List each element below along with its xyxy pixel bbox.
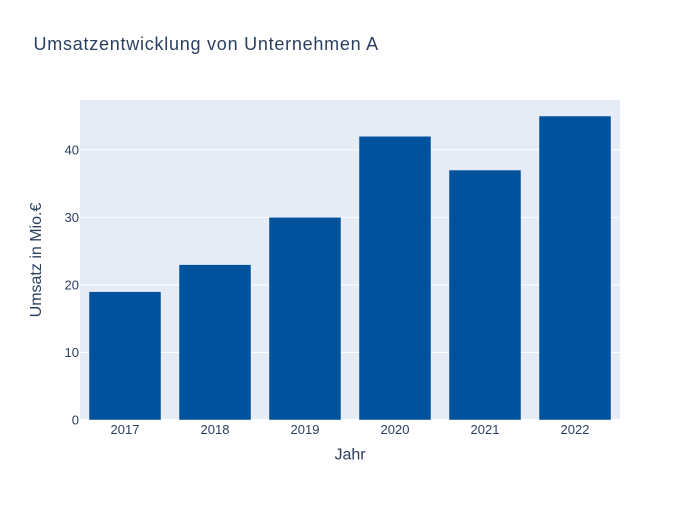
- svg-text:Umsatzentwicklung von Unterneh: Umsatzentwicklung von Unternehmen A: [34, 34, 379, 54]
- svg-text:10: 10: [65, 345, 79, 360]
- svg-text:0: 0: [72, 413, 79, 428]
- svg-text:20: 20: [65, 277, 79, 292]
- svg-text:Jahr: Jahr: [334, 447, 366, 464]
- svg-text:40: 40: [65, 142, 79, 157]
- svg-text:2021: 2021: [471, 422, 500, 437]
- svg-text:2020: 2020: [381, 422, 410, 437]
- svg-text:2022: 2022: [561, 422, 590, 437]
- svg-text:2019: 2019: [291, 422, 320, 437]
- svg-text:2017: 2017: [111, 422, 140, 437]
- svg-text:30: 30: [65, 210, 79, 225]
- svg-text:2018: 2018: [201, 422, 230, 437]
- svg-text:Umsatz in Mio.€: Umsatz in Mio.€: [28, 203, 45, 318]
